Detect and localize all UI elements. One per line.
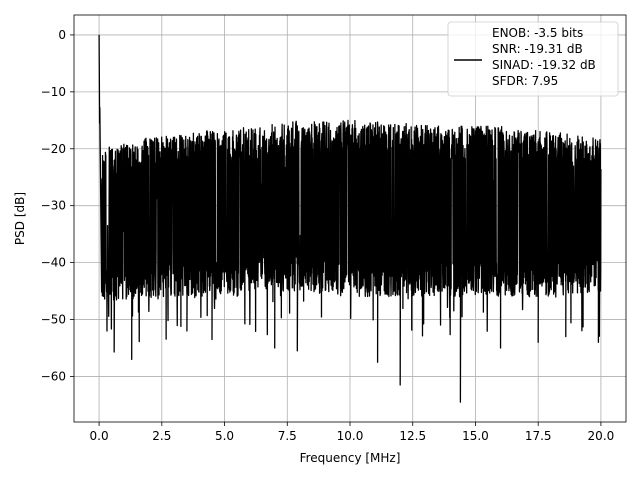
x-tick-label: 7.5: [278, 429, 297, 443]
x-axis-label: Frequency [MHz]: [300, 451, 401, 465]
y-tick-label: −50: [41, 313, 66, 327]
x-tick-label: 2.5: [152, 429, 171, 443]
y-axis-label: PSD [dB]: [13, 192, 27, 245]
x-tick-label: 10.0: [337, 429, 364, 443]
legend-sfdr: SFDR: 7.95: [492, 74, 558, 88]
x-tick-label: 12.5: [399, 429, 426, 443]
x-tick-label: 17.5: [525, 429, 552, 443]
legend: ENOB: -3.5 bits SNR: -19.31 dB SINAD: -1…: [447, 21, 619, 97]
y-tick-label: −10: [41, 85, 66, 99]
y-tick-label: −40: [41, 256, 66, 270]
x-tick-label: 20.0: [588, 429, 615, 443]
y-tick-label: −60: [41, 369, 66, 383]
y-tick-label: −30: [41, 199, 66, 213]
x-tick-label: 0.0: [90, 429, 109, 443]
y-tick-label: −20: [41, 142, 66, 156]
x-axis: 0.0 2.5 5.0 7.5 10.0 12.5 15.0 17.5 20.0: [90, 422, 615, 443]
x-tick-label: 15.0: [462, 429, 489, 443]
psd-line: [98, 34, 602, 403]
legend-box: [447, 21, 619, 97]
legend-sinad: SINAD: -19.32 dB: [492, 58, 596, 72]
y-axis: 0 −10 −20 −30 −40 −50 −60: [41, 28, 74, 383]
psd-series: [98, 34, 602, 403]
y-tick-label: 0: [58, 28, 66, 42]
legend-snr: SNR: -19.31 dB: [492, 42, 583, 56]
x-tick-label: 5.0: [215, 429, 234, 443]
legend-enob: ENOB: -3.5 bits: [492, 26, 583, 40]
